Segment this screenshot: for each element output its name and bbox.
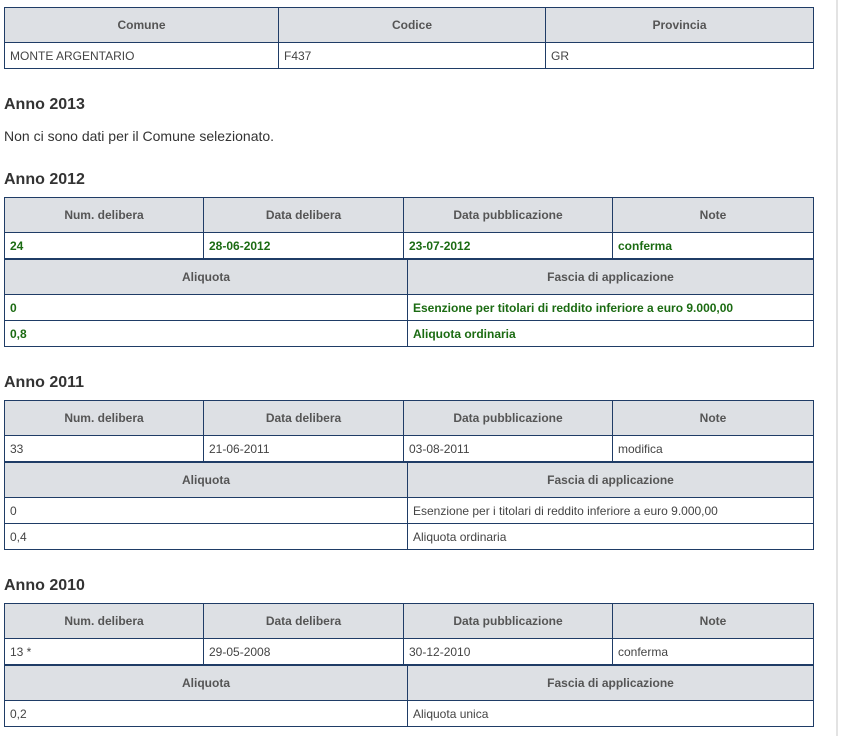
header-note: Note	[612, 197, 814, 233]
table-row: 13 * 29-05-2008 30-12-2010 conferma	[4, 638, 814, 665]
table-header-row: Num. delibera Data delibera Data pubblic…	[4, 197, 814, 233]
table-header-row: Num. delibera Data delibera Data pubblic…	[4, 603, 814, 639]
table-header-row: Comune Codice Provincia	[4, 7, 814, 43]
aliquote-table-2011: Aliquota Fascia di applicazione 0 Esenzi…	[4, 462, 814, 550]
header-fascia: Fascia di applicazione	[407, 665, 814, 701]
table-row: 0,4 Aliquota ordinaria	[4, 523, 814, 550]
table-row: MONTE ARGENTARIO F437 GR	[4, 42, 814, 69]
table-row: 0,2 Aliquota unica	[4, 700, 814, 727]
table-header-row: Num. delibera Data delibera Data pubblic…	[4, 400, 814, 436]
header-aliquota: Aliquota	[4, 665, 408, 701]
header-note: Note	[612, 400, 814, 436]
no-data-message: Non ci sono dati per il Comune seleziona…	[4, 128, 275, 144]
delibera-table-2011: Num. delibera Data delibera Data pubblic…	[4, 400, 814, 462]
section-title-2013: Anno 2013	[4, 96, 85, 113]
cell-data-pubblicazione: 30-12-2010	[403, 638, 613, 665]
header-data-pubblicazione: Data pubblicazione	[403, 197, 613, 233]
cell-num-delibera: 33	[4, 435, 204, 462]
cell-data-delibera: 21-06-2011	[203, 435, 404, 462]
delibera-table-2010: Num. delibera Data delibera Data pubblic…	[4, 603, 814, 665]
cell-num-delibera: 13 *	[4, 638, 204, 665]
table-row: 0 Esenzione per titolari di reddito infe…	[4, 294, 814, 321]
header-fascia: Fascia di applicazione	[407, 462, 814, 498]
header-provincia: Provincia	[545, 7, 814, 43]
cell-num-delibera: 24	[4, 232, 204, 259]
cell-note: conferma	[612, 232, 814, 259]
header-data-delibera: Data delibera	[203, 603, 404, 639]
table-row: 0,8 Aliquota ordinaria	[4, 320, 814, 347]
header-note: Note	[612, 603, 814, 639]
header-comune: Comune	[4, 7, 279, 43]
cell-aliquota: 0	[4, 497, 408, 524]
header-data-delibera: Data delibera	[203, 400, 404, 436]
cell-data-pubblicazione: 23-07-2012	[403, 232, 613, 259]
header-data-pubblicazione: Data pubblicazione	[403, 603, 613, 639]
table-row: 0 Esenzione per i titolari di reddito in…	[4, 497, 814, 524]
cell-fascia: Aliquota ordinaria	[407, 523, 814, 550]
header-num-delibera: Num. delibera	[4, 400, 204, 436]
cell-fascia: Aliquota unica	[407, 700, 814, 727]
cell-data-pubblicazione: 03-08-2011	[403, 435, 613, 462]
aliquote-table-2012: Aliquota Fascia di applicazione 0 Esenzi…	[4, 259, 814, 347]
table-header-row: Aliquota Fascia di applicazione	[4, 462, 814, 498]
header-fascia: Fascia di applicazione	[407, 259, 814, 295]
cell-note: conferma	[612, 638, 814, 665]
cell-codice: F437	[278, 42, 546, 69]
aliquote-table-2010: Aliquota Fascia di applicazione 0,2 Aliq…	[4, 665, 814, 727]
header-codice: Codice	[278, 7, 546, 43]
table-header-row: Aliquota Fascia di applicazione	[4, 665, 814, 701]
cell-note: modifica	[612, 435, 814, 462]
cell-fascia: Esenzione per titolari di reddito inferi…	[407, 294, 814, 321]
table-row: 33 21-06-2011 03-08-2011 modifica	[4, 435, 814, 462]
table-header-row: Aliquota Fascia di applicazione	[4, 259, 814, 295]
comune-table: Comune Codice Provincia MONTE ARGENTARIO…	[4, 7, 814, 69]
section-title-2012: Anno 2012	[4, 171, 85, 188]
cell-comune: MONTE ARGENTARIO	[4, 42, 279, 69]
header-data-delibera: Data delibera	[203, 197, 404, 233]
cell-aliquota: 0,4	[4, 523, 408, 550]
header-aliquota: Aliquota	[4, 462, 408, 498]
page-right-rail	[836, 0, 838, 736]
section-title-2010: Anno 2010	[4, 577, 85, 594]
header-num-delibera: Num. delibera	[4, 603, 204, 639]
cell-data-delibera: 28-06-2012	[203, 232, 404, 259]
cell-provincia: GR	[545, 42, 814, 69]
header-data-pubblicazione: Data pubblicazione	[403, 400, 613, 436]
section-title-2011: Anno 2011	[4, 374, 85, 391]
cell-aliquota: 0,2	[4, 700, 408, 727]
header-num-delibera: Num. delibera	[4, 197, 204, 233]
header-aliquota: Aliquota	[4, 259, 408, 295]
cell-fascia: Aliquota ordinaria	[407, 320, 814, 347]
cell-data-delibera: 29-05-2008	[203, 638, 404, 665]
table-row: 24 28-06-2012 23-07-2012 conferma	[4, 232, 814, 259]
delibera-table-2012: Num. delibera Data delibera Data pubblic…	[4, 197, 814, 259]
cell-fascia: Esenzione per i titolari di reddito infe…	[407, 497, 814, 524]
cell-aliquota: 0,8	[4, 320, 408, 347]
cell-aliquota: 0	[4, 294, 408, 321]
